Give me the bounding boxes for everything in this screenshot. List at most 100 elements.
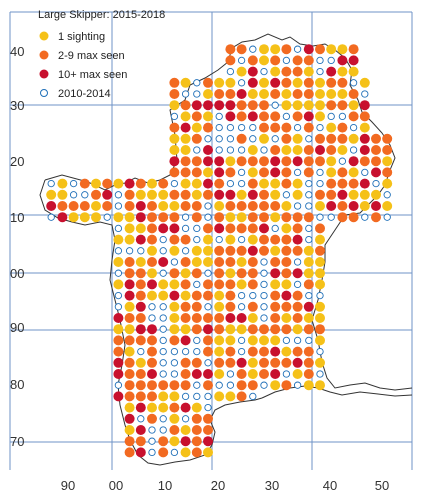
record-dot bbox=[57, 189, 68, 200]
record-dot bbox=[135, 257, 146, 267]
record-dot bbox=[147, 369, 157, 379]
record-dot bbox=[169, 380, 180, 391]
record-dot bbox=[135, 391, 146, 402]
record-dot bbox=[193, 392, 201, 401]
record-dot bbox=[281, 301, 292, 312]
record-dot bbox=[315, 257, 325, 267]
record-dot bbox=[247, 234, 258, 245]
record-dot bbox=[337, 55, 348, 66]
record-dot bbox=[247, 223, 258, 234]
record-dot bbox=[193, 146, 201, 154]
record-dot bbox=[259, 100, 269, 111]
record-dot bbox=[270, 313, 281, 323]
record-dot bbox=[214, 100, 225, 111]
record-dot bbox=[79, 201, 90, 211]
record-dot bbox=[124, 447, 135, 458]
record-dot bbox=[247, 346, 258, 357]
record-dot bbox=[180, 324, 191, 335]
record-dot bbox=[359, 178, 370, 189]
record-dot bbox=[225, 313, 236, 323]
record-dot bbox=[270, 122, 281, 133]
record-dot bbox=[303, 357, 314, 368]
record-dot bbox=[193, 235, 201, 244]
record-dot bbox=[236, 369, 247, 379]
record-dot bbox=[148, 448, 156, 457]
record-dot bbox=[191, 189, 202, 200]
record-dot bbox=[282, 56, 291, 65]
record-dot bbox=[348, 167, 359, 178]
record-dot bbox=[281, 89, 292, 99]
record-dot bbox=[158, 436, 169, 447]
record-dot bbox=[180, 145, 191, 155]
record-dot bbox=[180, 100, 191, 111]
record-dot bbox=[124, 178, 135, 189]
record-dot bbox=[348, 133, 359, 144]
record-dot bbox=[270, 301, 281, 312]
record-dot bbox=[69, 179, 78, 188]
record-dot bbox=[203, 279, 213, 290]
record-dot bbox=[259, 212, 269, 223]
record-dot bbox=[158, 212, 169, 223]
record-dot bbox=[159, 426, 167, 434]
record-dot bbox=[315, 234, 325, 245]
record-dot bbox=[305, 224, 313, 233]
record-dot bbox=[226, 123, 235, 132]
record-dot bbox=[124, 290, 135, 301]
record-dot bbox=[47, 213, 55, 221]
record-dot bbox=[236, 156, 247, 167]
record-dot bbox=[180, 111, 191, 122]
record-dot bbox=[236, 268, 247, 279]
record-dot bbox=[148, 437, 156, 445]
record-dot bbox=[181, 224, 190, 233]
record-dot bbox=[225, 212, 236, 223]
record-dot bbox=[303, 89, 314, 99]
record-dot bbox=[159, 247, 167, 255]
record-dot bbox=[180, 279, 191, 290]
record-dot bbox=[371, 212, 381, 223]
record-dot bbox=[193, 224, 201, 233]
record-dot bbox=[158, 223, 169, 234]
record-dot bbox=[68, 212, 79, 223]
record-dot bbox=[361, 213, 369, 221]
record-dot bbox=[158, 201, 169, 211]
record-dot bbox=[158, 447, 169, 458]
record-dot bbox=[147, 279, 157, 290]
record-dot bbox=[191, 245, 202, 256]
record-dot bbox=[371, 133, 381, 144]
record-dot bbox=[316, 291, 324, 300]
record-dot bbox=[226, 370, 235, 378]
record-dot bbox=[191, 122, 202, 133]
x-axis-labels: 90 00 10 20 30 40 50 bbox=[61, 478, 389, 493]
record-dot bbox=[303, 145, 314, 155]
record-dot bbox=[135, 201, 146, 211]
record-dot bbox=[247, 380, 258, 391]
record-dot bbox=[303, 268, 314, 279]
record-dot bbox=[225, 201, 236, 211]
record-dot bbox=[303, 212, 314, 223]
record-dot bbox=[292, 178, 303, 189]
record-dot bbox=[349, 79, 358, 87]
record-dot bbox=[236, 133, 247, 144]
record-dot bbox=[303, 167, 314, 178]
record-dot bbox=[305, 179, 313, 188]
record-dot bbox=[203, 178, 213, 189]
record-dot bbox=[236, 279, 247, 290]
record-dot bbox=[326, 201, 337, 211]
record-dot bbox=[382, 133, 393, 144]
record-dot bbox=[158, 279, 169, 290]
record-dot bbox=[292, 145, 303, 155]
record-dot bbox=[305, 291, 313, 300]
record-dot bbox=[247, 111, 258, 122]
record-dot bbox=[292, 189, 303, 200]
record-dot bbox=[259, 44, 269, 55]
record-dot bbox=[371, 145, 381, 155]
record-dot bbox=[303, 346, 314, 357]
record-dot bbox=[281, 100, 292, 111]
record-dot bbox=[214, 290, 225, 301]
record-dot bbox=[226, 381, 235, 389]
x-tick-label: 10 bbox=[158, 478, 172, 493]
record-dot bbox=[270, 346, 281, 357]
x-tick-label: 00 bbox=[109, 478, 123, 493]
record-dot bbox=[214, 189, 225, 200]
record-dot bbox=[225, 156, 236, 167]
